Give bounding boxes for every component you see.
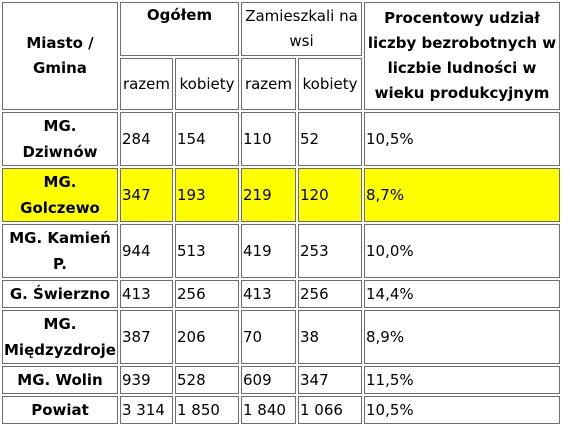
- cell-total: 284: [120, 112, 173, 166]
- cell-rural-women: 120: [298, 168, 362, 222]
- cell-rural-women: 38: [298, 310, 362, 364]
- cell-women: 513: [175, 224, 239, 278]
- cell-location: G. Świerzno: [2, 280, 118, 308]
- cell-women: 193: [175, 168, 239, 222]
- cell-percent: 8,9%: [364, 310, 560, 364]
- table-row: G. Świerzno 413 256 413 256 14,4%: [2, 280, 560, 308]
- cell-women: 1 850: [175, 396, 239, 424]
- cell-location: MG. Międzyzdroje: [2, 310, 118, 364]
- cell-percent: 10,5%: [364, 396, 560, 424]
- header-rural-women: kobiety: [298, 58, 362, 110]
- cell-location: MG. Dziwnów: [2, 112, 118, 166]
- cell-rural-total: 110: [241, 112, 296, 166]
- cell-location: MG. Kamień P.: [2, 224, 118, 278]
- cell-women: 528: [175, 366, 239, 394]
- cell-rural-women: 1 066: [298, 396, 362, 424]
- cell-rural-total: 609: [241, 366, 296, 394]
- header-total-women: kobiety: [175, 58, 239, 110]
- cell-percent: 10,5%: [364, 112, 560, 166]
- cell-rural-women: 347: [298, 366, 362, 394]
- cell-location: Powiat: [2, 396, 118, 424]
- header-row-sub: razem kobiety razem kobiety: [2, 58, 560, 110]
- header-rural-sum: razem: [241, 58, 296, 110]
- cell-total: 347: [120, 168, 173, 222]
- table-row: MG. Kamień P. 944 513 419 253 10,0%: [2, 224, 560, 278]
- cell-rural-total: 413: [241, 280, 296, 308]
- header-total: Ogółem: [120, 2, 239, 56]
- cell-total: 944: [120, 224, 173, 278]
- cell-location: MG. Golczewo: [2, 168, 118, 222]
- cell-percent: 10,0%: [364, 224, 560, 278]
- cell-women: 256: [175, 280, 239, 308]
- cell-total: 413: [120, 280, 173, 308]
- cell-total: 387: [120, 310, 173, 364]
- cell-women: 154: [175, 112, 239, 166]
- cell-rural-women: 253: [298, 224, 362, 278]
- cell-rural-women: 52: [298, 112, 362, 166]
- table-row: MG. Golczewo 347 193 219 120 8,7%: [2, 168, 560, 222]
- cell-percent: 14,4%: [364, 280, 560, 308]
- cell-total: 939: [120, 366, 173, 394]
- cell-rural-total: 219: [241, 168, 296, 222]
- cell-rural-women: 256: [298, 280, 362, 308]
- header-percent: Procentowy udział liczby bezrobotnych w …: [364, 2, 560, 110]
- table-row: MG. Międzyzdroje 387 206 70 38 8,9%: [2, 310, 560, 364]
- cell-location: MG. Wolin: [2, 366, 118, 394]
- table-row: MG. Wolin 939 528 609 347 11,5%: [2, 366, 560, 394]
- cell-total: 3 314: [120, 396, 173, 424]
- cell-rural-total: 70: [241, 310, 296, 364]
- cell-rural-total: 1 840: [241, 396, 296, 424]
- cell-percent: 11,5%: [364, 366, 560, 394]
- header-row-top: Miasto / Gmina Ogółem Zamieszkali na wsi…: [2, 2, 560, 110]
- header-total-sum: razem: [120, 58, 173, 110]
- cell-women: 206: [175, 310, 239, 364]
- header-city: Miasto / Gmina: [2, 2, 118, 110]
- table-row: MG. Dziwnów 284 154 110 52 10,5%: [2, 112, 560, 166]
- table-row: Powiat 3 314 1 850 1 840 1 066 10,5%: [2, 396, 560, 424]
- header-rural: Zamieszkali na wsi: [241, 2, 362, 56]
- cell-percent: 8,7%: [364, 168, 560, 222]
- cell-rural-total: 419: [241, 224, 296, 278]
